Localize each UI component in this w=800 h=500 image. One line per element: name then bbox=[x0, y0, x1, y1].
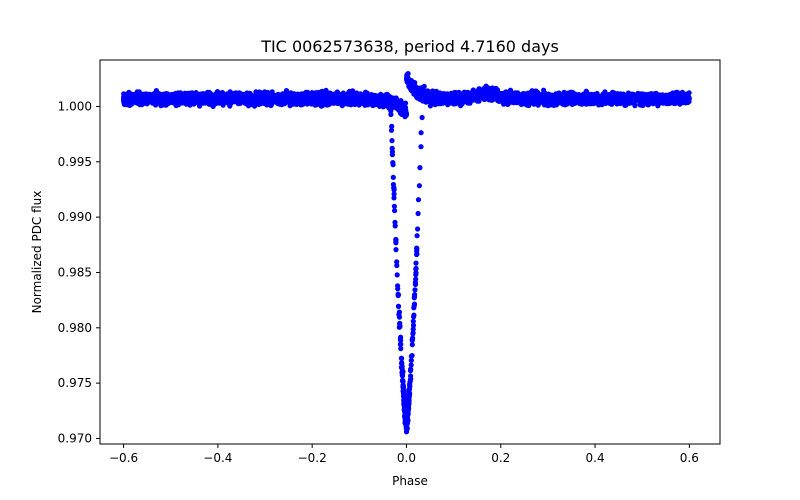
data-point bbox=[628, 95, 635, 101]
data-point bbox=[329, 95, 335, 101]
data-point bbox=[489, 85, 495, 91]
data-point bbox=[181, 93, 187, 99]
chart-title: TIC 0062573638, period 4.7160 days bbox=[260, 37, 559, 56]
data-point bbox=[197, 103, 203, 109]
data-point bbox=[686, 90, 692, 96]
data-point bbox=[173, 98, 179, 104]
data-point bbox=[591, 91, 598, 97]
data-point bbox=[191, 101, 197, 107]
data-point bbox=[626, 100, 632, 106]
data-point bbox=[650, 99, 656, 105]
data-point bbox=[229, 91, 235, 97]
data-point bbox=[625, 90, 632, 96]
data-point bbox=[183, 98, 189, 104]
data-point bbox=[214, 89, 220, 96]
data-point bbox=[555, 98, 561, 104]
data-point bbox=[526, 102, 532, 109]
data-point bbox=[622, 102, 628, 108]
data-point bbox=[477, 91, 483, 97]
data-point bbox=[618, 97, 625, 103]
data-point bbox=[553, 91, 559, 97]
data-point bbox=[283, 88, 290, 94]
data-point bbox=[136, 91, 142, 97]
data-points bbox=[121, 71, 692, 435]
data-point bbox=[470, 96, 476, 102]
data-point bbox=[187, 102, 193, 108]
data-point bbox=[678, 99, 685, 105]
data-point bbox=[469, 90, 475, 96]
data-point bbox=[518, 101, 524, 107]
data-point bbox=[567, 91, 573, 98]
data-point bbox=[213, 94, 219, 100]
data-point bbox=[178, 98, 185, 104]
data-point bbox=[476, 95, 482, 101]
data-point bbox=[573, 95, 579, 101]
data-point bbox=[514, 100, 520, 106]
data-point bbox=[405, 79, 411, 85]
data-point bbox=[405, 71, 411, 77]
data-point bbox=[561, 89, 567, 95]
data-point bbox=[136, 99, 142, 105]
data-point bbox=[403, 110, 409, 116]
data-point bbox=[121, 91, 127, 97]
